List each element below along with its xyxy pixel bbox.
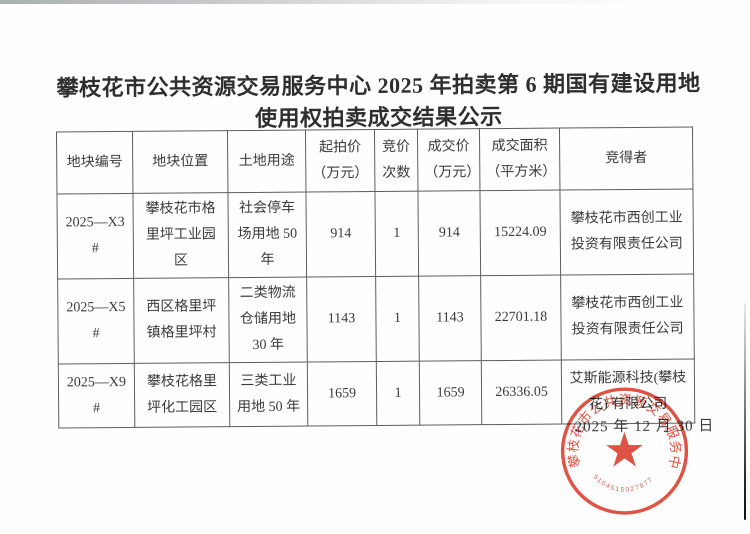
cell-land-use: 二类物流仓储用地 30 年 [228,277,308,363]
column-header-deal-price: 成交价 （万元） [417,128,480,192]
cell-deal-area: 22701.18 [480,275,562,361]
official-seal-stamp: 攀枝花市公共资源交易服务中心 5104515027877 [560,387,689,515]
cell-plot-number: 2025—X5# [57,278,135,364]
cell-start-price: 1659 [307,361,377,427]
column-header-location: 地块位置 [132,130,228,194]
cell-plot-number: 2025—X9# [58,363,135,428]
cell-location: 攀枝花市格里坪工业园区 [132,192,229,279]
cell-location: 攀枝花格里坪化工园区 [134,362,230,428]
cell-land-use: 社会停车场用地 50 年 [227,192,307,278]
cell-deal-price: 1143 [418,275,482,362]
cell-start-price: 914 [305,191,376,278]
cell-deal-area: 15224.09 [479,190,561,276]
cell-deal-area: 26336.05 [481,360,562,425]
table-row: 2025—X3# 攀枝花市格里坪工业园区 社会停车场用地 50 年 914 1 … [56,189,694,279]
column-header-deal-area: 成交面积 （平方米） [479,128,560,191]
column-header-bid-rounds: 竞价 次数 [374,129,418,192]
cell-land-use: 三类工业用地 50 年 [229,362,308,427]
column-header-plot-number: 地块编号 [56,131,133,194]
seal-serial-number: 5104515027877 [592,473,656,494]
cell-bid-rounds: 1 [375,276,420,362]
table-header-row: 地块编号 地块位置 土地用途 起拍价 （万元） 竞价 次数 成交价 （万元） 成… [56,127,693,194]
scan-artifact-top-edge [0,0,660,4]
scan-artifact-vertical-line [744,303,746,520]
cell-start-price: 1143 [306,276,377,363]
cell-plot-number: 2025—X3# [56,193,134,279]
column-header-winner: 竞得者 [559,127,693,191]
cell-bid-rounds: 1 [376,361,420,426]
cell-winner: 攀枝花市西创工业投资有限责任公司 [559,189,694,276]
cell-bid-rounds: 1 [374,191,419,277]
column-header-start-price: 起拍价 （万元） [305,129,375,193]
cell-location: 西区格里坪镇格里坪村 [133,277,230,364]
cell-deal-price: 914 [417,190,481,277]
star-icon [606,431,643,467]
table-row: 2025—X5# 西区格里坪镇格里坪村 二类物流仓储用地 30 年 1143 1… [57,273,695,364]
cell-winner: 攀枝花市西创工业投资有限责任公司 [560,273,695,361]
column-header-land-use: 土地用途 [227,130,306,193]
cell-deal-price: 1659 [419,360,482,426]
seal-outer-ring [560,387,689,515]
